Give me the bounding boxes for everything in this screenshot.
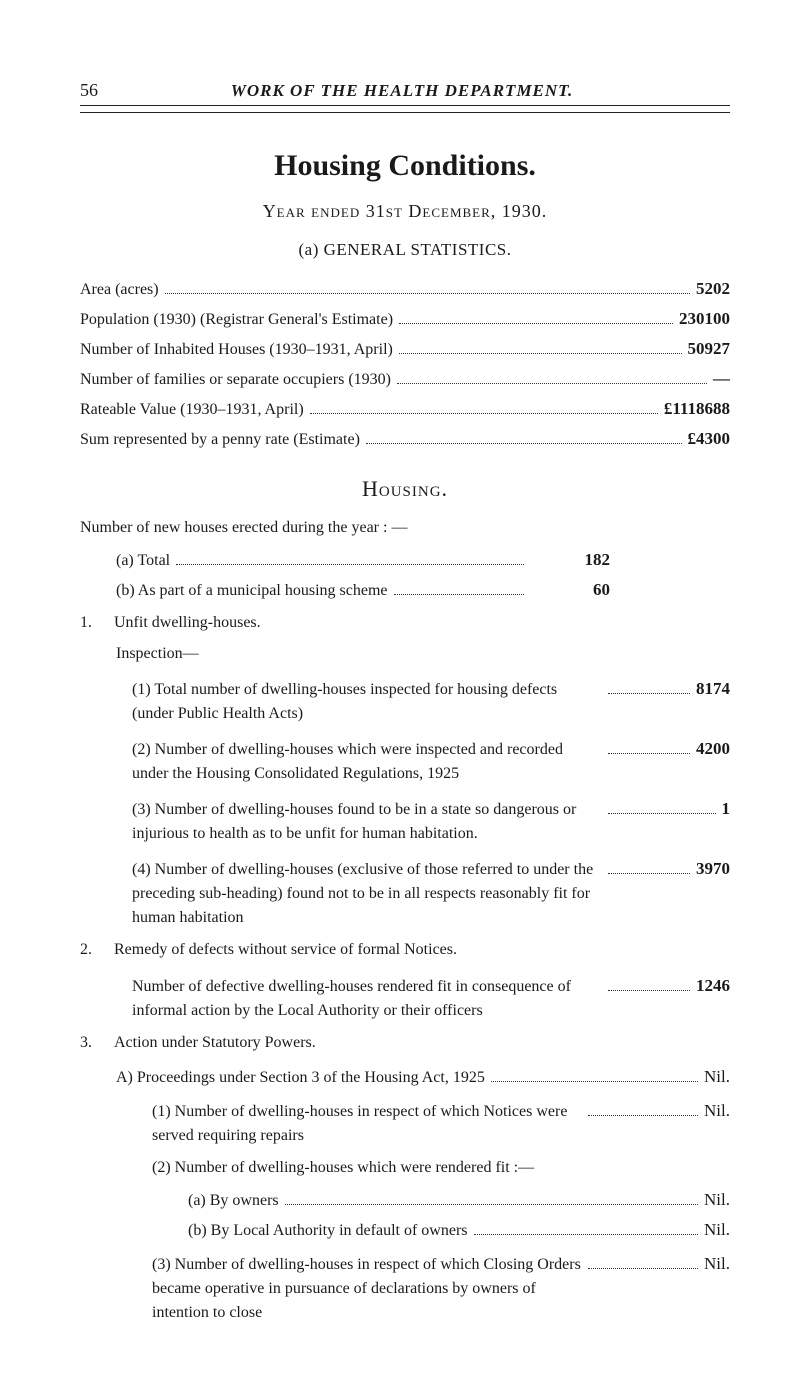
section-a-label: (a) GENERAL STATISTICS. xyxy=(80,240,730,260)
new-houses-row: (b) As part of a municipal housing schem… xyxy=(80,577,730,603)
item1-para: (1) Total number of dwelling-houses insp… xyxy=(132,676,730,726)
leader-dots xyxy=(399,342,682,354)
nh-value: 182 xyxy=(530,547,610,573)
para-value: 4200 xyxy=(696,736,730,762)
item1-para: (2) Number of dwelling-houses which were… xyxy=(132,736,730,786)
item-title: Remedy of defects without service of for… xyxy=(114,938,457,963)
stat-label: Sum represented by a penny rate (Estimat… xyxy=(80,428,360,452)
leader-dots xyxy=(608,742,690,754)
stat-label: Rateable Value (1930–1931, April) xyxy=(80,398,304,422)
stat-row: Number of Inhabited Houses (1930–1931, A… xyxy=(80,336,730,362)
stat-row: Area (acres) 5202 xyxy=(80,276,730,302)
p3-label: (3) Number of dwelling-houses in respect… xyxy=(152,1253,582,1325)
item1-para: (4) Number of dwelling-houses (exclusive… xyxy=(132,856,730,930)
item3-A: A) Proceedings under Section 3 of the Ho… xyxy=(80,1064,730,1090)
item3-p2a: (a) By owners Nil. xyxy=(80,1187,730,1213)
page-number: 56 xyxy=(80,80,98,101)
item-title: Unfit dwelling-houses. xyxy=(114,611,261,636)
item-number: 3. xyxy=(80,1031,102,1056)
leader-dots xyxy=(394,583,525,595)
page: 56 WORK OF THE HEALTH DEPARTMENT. Housin… xyxy=(0,0,800,1379)
leader-dots xyxy=(608,979,690,991)
item-number: 1. xyxy=(80,611,102,636)
para-row: Number of defective dwelling-houses rend… xyxy=(132,973,730,1023)
leader-dots xyxy=(491,1070,698,1082)
stat-label: Population (1930) (Registrar General's E… xyxy=(80,308,393,332)
stat-value: £4300 xyxy=(688,426,731,452)
para-row: (2) Number of dwelling-houses which were… xyxy=(132,736,730,786)
para-text: (3) Number of dwelling-houses found to b… xyxy=(132,798,602,846)
para-row: (3) Number of dwelling-houses found to b… xyxy=(132,796,730,846)
item3-A-label: A) Proceedings under Section 3 of the Ho… xyxy=(116,1066,485,1090)
nh-label: (b) As part of a municipal housing schem… xyxy=(116,579,388,603)
p1-label: (1) Number of dwelling-houses in respect… xyxy=(152,1100,582,1148)
para-text: Number of defective dwelling-houses rend… xyxy=(132,975,602,1023)
item3-p2: (2) Number of dwelling-houses which were… xyxy=(80,1156,730,1181)
stat-row: Population (1930) (Registrar General's E… xyxy=(80,306,730,332)
item-1: 1. Unfit dwelling-houses. xyxy=(80,611,730,636)
para-row: (1) Total number of dwelling-houses insp… xyxy=(132,676,730,726)
nh-value: 60 xyxy=(530,577,610,603)
item1-para: (3) Number of dwelling-houses found to b… xyxy=(132,796,730,846)
para-text: (1) Total number of dwelling-houses insp… xyxy=(132,678,602,726)
p2a-label: (a) By owners xyxy=(188,1189,279,1213)
item-number: 2. xyxy=(80,938,102,963)
para-value: 3970 xyxy=(696,856,730,882)
stat-label: Number of families or separate occupiers… xyxy=(80,368,391,392)
p2a-value: Nil. xyxy=(704,1187,730,1213)
p1-value: Nil. xyxy=(704,1098,730,1124)
stat-row: Rateable Value (1930–1931, April) £11186… xyxy=(80,396,730,422)
doc-subtitle: Year ended 31st December, 1930. xyxy=(80,201,730,222)
item3-p2b: (b) By Local Authority in default of own… xyxy=(80,1217,730,1243)
divider xyxy=(80,112,730,113)
stat-value: £1118688 xyxy=(664,396,730,422)
item2-para: Number of defective dwelling-houses rend… xyxy=(132,973,730,1023)
stat-label: Area (acres) xyxy=(80,278,159,302)
leader-dots xyxy=(588,1257,698,1269)
leader-dots xyxy=(310,402,658,414)
p3-value: Nil. xyxy=(704,1251,730,1277)
housing-heading: Housing. xyxy=(80,476,730,502)
leader-dots xyxy=(608,862,690,874)
leader-dots xyxy=(608,682,690,694)
stat-row: Sum represented by a penny rate (Estimat… xyxy=(80,426,730,452)
inspection-label: Inspection— xyxy=(80,642,730,667)
item-title: Action under Statutory Powers. xyxy=(114,1031,316,1056)
leader-dots xyxy=(588,1104,698,1116)
para-row: (4) Number of dwelling-houses (exclusive… xyxy=(132,856,730,930)
new-houses-row: (a) Total 182 xyxy=(80,547,730,573)
leader-dots xyxy=(608,802,716,814)
para-value: 1246 xyxy=(696,973,730,999)
new-houses-intro: Number of new houses erected during the … xyxy=(80,516,730,541)
stat-label: Number of Inhabited Houses (1930–1931, A… xyxy=(80,338,393,362)
p2b-value: Nil. xyxy=(704,1217,730,1243)
leader-dots xyxy=(366,432,682,444)
item-3: 3. Action under Statutory Powers. xyxy=(80,1031,730,1056)
para-value: 1 xyxy=(722,796,731,822)
stat-value: 230100 xyxy=(679,306,730,332)
leader-dots xyxy=(165,282,690,294)
leader-dots xyxy=(176,553,524,565)
stat-value: 5202 xyxy=(696,276,730,302)
leader-dots xyxy=(474,1223,699,1235)
doc-title: Housing Conditions. xyxy=(80,149,730,183)
item3-A-value: Nil. xyxy=(704,1064,730,1090)
p2b-label: (b) By Local Authority in default of own… xyxy=(188,1219,468,1243)
stat-value: 50927 xyxy=(688,336,731,362)
para-value: 8174 xyxy=(696,676,730,702)
leader-dots xyxy=(285,1193,698,1205)
para-text: (4) Number of dwelling-houses (exclusive… xyxy=(132,858,602,930)
item-2: 2. Remedy of defects without service of … xyxy=(80,938,730,963)
leader-dots xyxy=(397,372,707,384)
nh-label: (a) Total xyxy=(116,549,170,573)
general-stats: Area (acres) 5202 Population (1930) (Reg… xyxy=(80,276,730,452)
item3-p1: (1) Number of dwelling-houses in respect… xyxy=(80,1098,730,1148)
para-text: (2) Number of dwelling-houses which were… xyxy=(132,738,602,786)
leader-dots xyxy=(399,312,673,324)
stat-row: Number of families or separate occupiers… xyxy=(80,366,730,392)
stat-value: — xyxy=(713,366,730,392)
running-head: 56 WORK OF THE HEALTH DEPARTMENT. xyxy=(80,80,730,106)
item3-p3: (3) Number of dwelling-houses in respect… xyxy=(80,1251,730,1325)
running-title: WORK OF THE HEALTH DEPARTMENT. xyxy=(231,81,574,101)
